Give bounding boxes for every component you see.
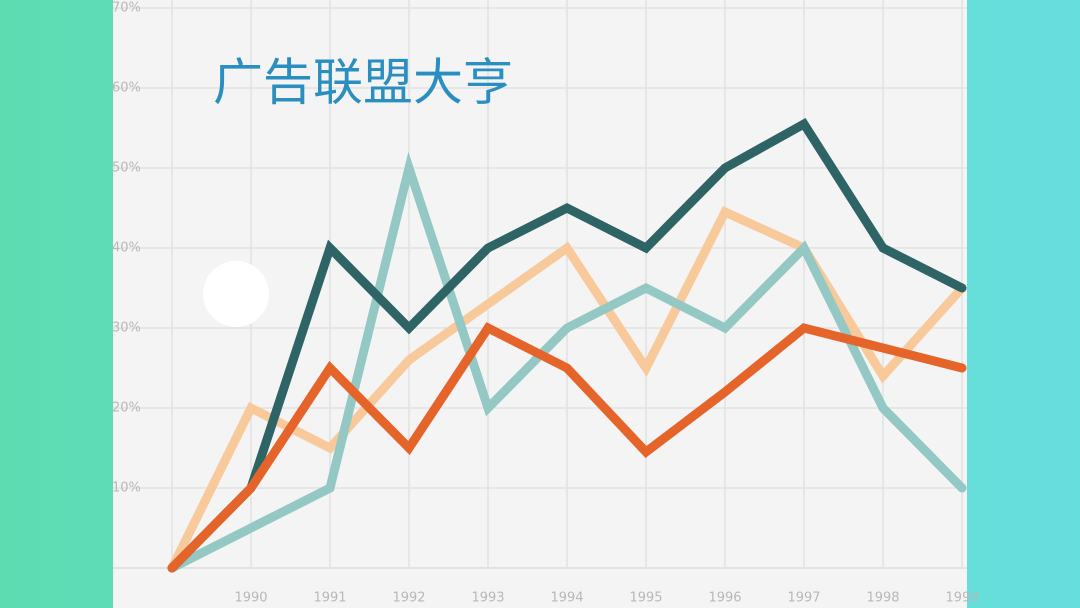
series-line (167, 151, 967, 573)
chart-title: 广告联盟大亨 (213, 54, 513, 112)
x-tick-label: 1995 (629, 591, 662, 606)
x-tick-label: 1998 (866, 591, 899, 606)
series-line (167, 322, 967, 573)
x-tick-label: 1991 (313, 591, 346, 606)
x-tick-label: 1996 (708, 591, 741, 606)
series-line (167, 118, 967, 573)
x-tick-label: 1993 (471, 591, 504, 606)
x-tick-label: 1992 (392, 591, 425, 606)
x-tick-label: 1994 (550, 591, 583, 606)
y-tick-label: 20% (112, 401, 141, 416)
series-line (167, 206, 967, 573)
y-tick-label: 30% (112, 321, 141, 336)
y-tick-label: 40% (112, 241, 141, 256)
x-tick-label: 1997 (787, 591, 820, 606)
y-tick-label: 60% (112, 81, 141, 96)
decoration-circle (203, 261, 269, 327)
x-tick-label: 1999 (945, 591, 978, 606)
y-tick-label: 70% (112, 1, 141, 16)
y-tick-label: 50% (112, 161, 141, 176)
x-tick-label: 1990 (234, 591, 267, 606)
y-tick-label: 10% (112, 481, 141, 496)
plot (167, 118, 967, 573)
